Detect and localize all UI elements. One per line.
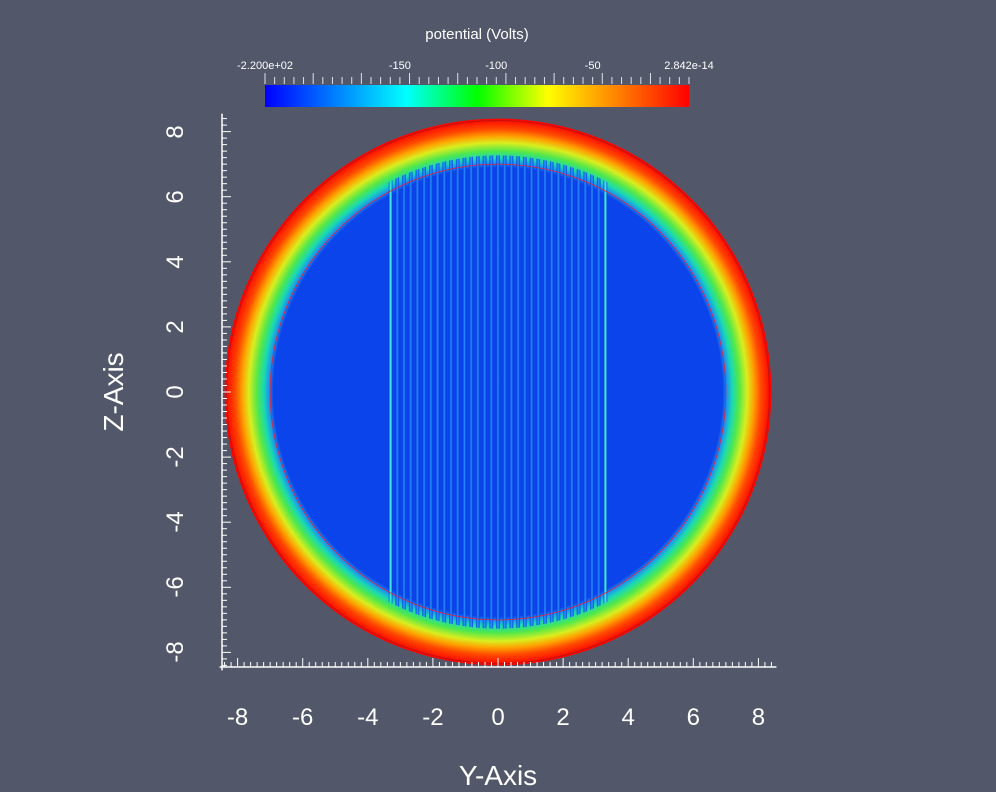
wire-stripe [556, 155, 561, 629]
x-axis-tick-label: -6 [292, 704, 314, 731]
wire-stripe [422, 155, 426, 629]
y-axis-tick-label: 8 [162, 124, 189, 139]
colorbar-ticks [264, 73, 690, 84]
x-axis-tick-label: 8 [751, 704, 766, 731]
wire-stripe [563, 155, 567, 629]
x-axis-tick-label: 6 [686, 704, 700, 731]
plot-area [224, 118, 772, 666]
wire-stripe [435, 155, 440, 629]
x-axis-tick-label: -4 [357, 704, 379, 731]
wire-stripe [502, 155, 507, 629]
wire-stripe [449, 155, 453, 629]
y-axis-tick-label: 4 [162, 255, 189, 269]
wire-stripe [476, 155, 480, 629]
wire-stripe [395, 155, 400, 629]
colorbar-tick-label: 2.842e-14 [664, 60, 714, 72]
wire-stripe [442, 155, 447, 629]
y-axis-tick-label: -6 [162, 576, 189, 598]
wire-stripe [462, 155, 467, 629]
colorbar-tick-label: -2.200e+02 [237, 60, 293, 72]
wire-stripe [570, 155, 574, 629]
inner-reference-circle [269, 163, 727, 621]
wire-stripe [596, 155, 601, 629]
x-axis-tick-label: 0 [491, 704, 505, 731]
wire-stripe [429, 155, 433, 629]
wire-stripe [576, 155, 581, 629]
y-axis-tick-label: -2 [162, 446, 189, 468]
wire-stripe [516, 155, 520, 629]
y-axis-tick-label: 2 [162, 320, 189, 334]
y-axis-tick-label: 0 [162, 385, 189, 399]
wire-stripe [590, 155, 594, 629]
wire-stripe [489, 155, 494, 629]
wire-stripe [536, 155, 541, 629]
x-axis-tick-label: 4 [621, 704, 635, 731]
axes [219, 113, 777, 671]
wire-stripe [496, 155, 500, 629]
wire-grid [388, 155, 608, 629]
y-axis-tick-label: 6 [162, 190, 189, 204]
y-axis-tick-label: -8 [162, 641, 189, 664]
wire-stripe [583, 155, 588, 629]
wire-stripe [402, 155, 406, 629]
wire-stripe [482, 155, 487, 629]
y-axis-title: Z-Axis [98, 352, 129, 432]
wire-stripe [523, 155, 527, 629]
wire-stripe [509, 155, 514, 629]
wire-stripe [529, 155, 534, 629]
x-axis-tick-label: 2 [556, 704, 570, 731]
colorbar [265, 85, 689, 107]
x-axis-tick-label: -2 [422, 704, 444, 731]
colorbar-tick-label: -100 [485, 60, 508, 72]
wire-stripe [415, 155, 420, 629]
wire-stripe [549, 155, 554, 629]
x-axis-title: Y-Axis [458, 760, 538, 791]
wire-stripe [469, 155, 473, 629]
wire-stripe [408, 155, 413, 629]
colorbar-tick-label: -50 [584, 60, 601, 72]
x-axis-tick-label: -8 [226, 704, 249, 731]
wire-stripe [543, 155, 547, 629]
y-axis-tick-label: -4 [162, 511, 189, 533]
colorbar-tick-label: -150 [388, 60, 411, 72]
colorbar-title: potential (Volts) [425, 26, 529, 43]
wire-stripe [455, 155, 460, 629]
